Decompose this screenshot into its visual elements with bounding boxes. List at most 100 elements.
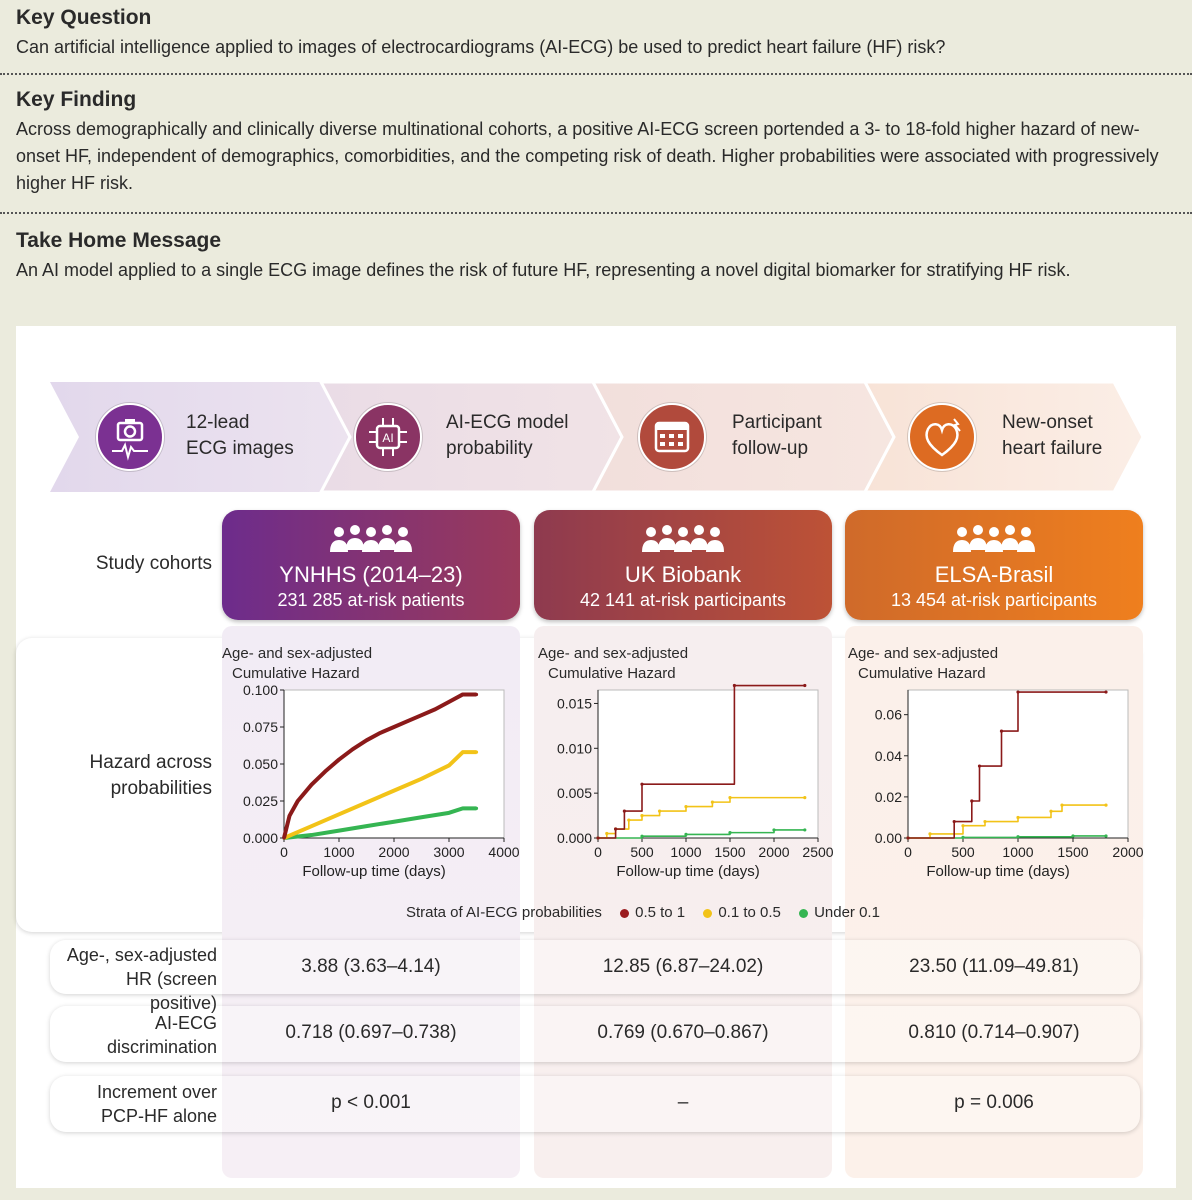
data-point — [351, 747, 355, 751]
incr-elsa: p = 0.006 — [954, 1092, 1034, 1113]
data-point — [684, 805, 688, 809]
row-label-hr: Age-, sex-adjusted HR (screen positive) — [66, 945, 217, 1013]
row-label-disc: AI-ECG discrimination — [106, 1013, 217, 1057]
data-point — [461, 806, 465, 810]
data-point — [1049, 809, 1053, 813]
key-question-text: Can artificial intelligence applied to i… — [16, 37, 946, 57]
people-icon — [642, 525, 724, 552]
data-point — [337, 757, 341, 762]
row-label-hazard: Hazard across probabilities — [89, 752, 213, 799]
data-point — [970, 799, 974, 803]
chart-legend: Strata of AI-ECG probabilities 0.5 to 1 … — [406, 904, 880, 921]
key-finding-text: Across demographically and clinically di… — [16, 119, 1159, 193]
series-line-0.1-to-0.5 — [908, 804, 1106, 839]
data-point — [627, 818, 631, 822]
data-point — [1016, 690, 1020, 694]
ai-chip-icon: AI — [354, 403, 422, 471]
x-tick-label: 3000 — [433, 844, 464, 860]
data-point — [309, 833, 314, 837]
data-point — [1104, 690, 1108, 694]
legend-dot-mid — [703, 908, 713, 918]
data-point — [364, 800, 369, 805]
x-tick-label: 1000 — [1002, 844, 1033, 860]
cohort-name: YNHHS (2014–23) — [279, 562, 463, 587]
data-point — [1060, 803, 1064, 807]
cohort-size: 13 454 at-risk participants — [890, 590, 1098, 610]
series-line-0.5-to-1 — [908, 691, 1106, 839]
data-point — [732, 683, 736, 688]
chart-title-1: Age- and sex-adjusted Cumulative Hazard — [222, 645, 373, 682]
hr-band — [50, 940, 1140, 994]
x-axis-label: Follow-up time (days) — [302, 863, 445, 880]
hazard-chart-ynhhs: 0.000 0.025 0.050 0.075 0.100 0 1000 2000 3000 40… — [243, 682, 520, 880]
y-tick-label: 0.000 — [243, 830, 278, 846]
data-point — [419, 815, 424, 819]
data-point — [1016, 835, 1020, 839]
data-point — [605, 831, 609, 836]
data-point — [803, 828, 807, 832]
data-point — [999, 729, 1004, 733]
x-tick-label: 2000 — [378, 844, 409, 860]
data-point — [419, 777, 424, 781]
data-point — [961, 824, 965, 828]
y-tick-label: 0.06 — [875, 707, 902, 723]
data-point — [614, 827, 618, 831]
key-finding-section: Key Finding Across demographically and c… — [16, 87, 1176, 197]
x-tick-label: 1000 — [323, 844, 354, 860]
hazard-chart-ukb: 0.000 0.005 0.010 0.015 0 500 1000 1500 2000 2500… — [557, 683, 834, 880]
key-finding-heading: Key Finding — [16, 88, 137, 111]
data-point — [323, 769, 327, 773]
take-home-section: Take Home Message An AI model applied to… — [16, 228, 1176, 284]
data-point — [433, 707, 437, 711]
x-tick-label: 500 — [630, 844, 654, 860]
legend-label-high: 0.5 to 1 — [635, 904, 686, 921]
disc-ynhhs: 0.718 (0.697–0.738) — [285, 1022, 457, 1043]
cohort-card-ukb: UK Biobank 42 141 at-risk participants — [534, 510, 832, 620]
divider — [0, 73, 1192, 75]
hr-ynhhs: 3.88 (3.63–4.14) — [301, 956, 441, 977]
chart-title-3: Age- and sex-adjusted Cumulative Hazard — [848, 645, 999, 682]
data-point — [337, 812, 341, 816]
data-point — [728, 796, 732, 800]
cohort-size: 231 285 at-risk patients — [277, 590, 465, 610]
data-point — [474, 806, 479, 810]
data-point — [447, 811, 451, 815]
legend-label-low: Under 0.1 — [814, 904, 880, 921]
data-point — [772, 828, 776, 832]
row-label-incr: Increment over PCP-HF alone — [96, 1082, 217, 1126]
data-point — [977, 764, 982, 768]
x-tick-label: 2000 — [1112, 844, 1143, 860]
y-tick-label: 0.00 — [875, 830, 902, 846]
disc-band — [50, 1006, 1140, 1062]
hr-elsa: 23.50 (11.09–49.81) — [909, 956, 1079, 977]
data-point — [364, 738, 369, 742]
data-point — [1071, 834, 1075, 838]
cohort-card-elsa: ELSA-Brasil 13 454 at-risk participants — [845, 510, 1143, 620]
data-point — [728, 831, 732, 835]
data-point — [622, 809, 626, 813]
plot-area — [597, 689, 819, 839]
x-tick-label: 0 — [904, 844, 912, 860]
row-label-cohorts: Study cohorts — [95, 553, 212, 574]
y-tick-label: 0.015 — [557, 695, 592, 711]
x-axis-label: Follow-up time (days) — [616, 863, 759, 880]
legend-dot-low — [799, 908, 809, 918]
y-tick-label: 0.025 — [243, 793, 278, 809]
data-point — [640, 782, 644, 786]
y-tick-label: 0.010 — [557, 740, 592, 756]
workflow-label-3: Participant follow-up — [732, 412, 822, 459]
data-point — [1104, 834, 1108, 838]
data-point — [684, 832, 688, 837]
disc-ukb: 0.769 (0.670–0.867) — [597, 1022, 769, 1043]
data-point — [406, 719, 410, 723]
workflow-label-4: New-onset heart failure — [1002, 412, 1103, 459]
series-line-0.5-to-1 — [598, 684, 805, 839]
data-point — [596, 836, 600, 840]
plot-area — [283, 689, 505, 839]
incr-ukb: – — [677, 1092, 689, 1113]
central-illustration: AI 12-lead ECG images AI-ECG mode — [16, 326, 1176, 1188]
heart-icon — [908, 403, 976, 471]
incr-ynhhs: p < 0.001 — [331, 1092, 411, 1113]
data-point — [296, 799, 300, 803]
data-point — [309, 783, 314, 787]
